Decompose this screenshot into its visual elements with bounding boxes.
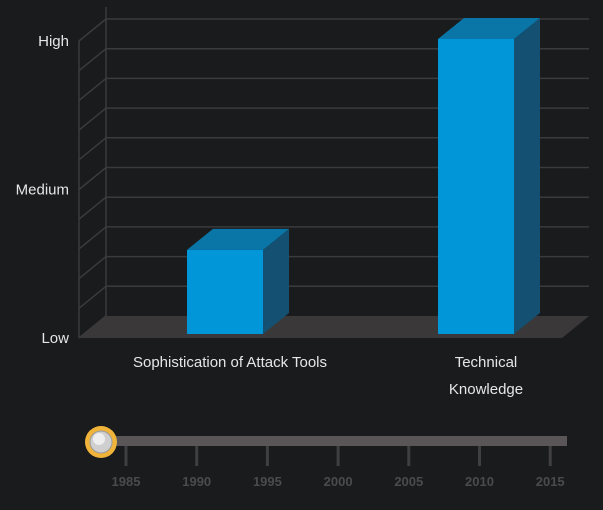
- gridline-side: [78, 256, 107, 280]
- slider-tick-label: 2005: [394, 474, 423, 489]
- bar-side: [263, 228, 289, 334]
- slider-tick-label: 2000: [324, 474, 353, 489]
- gridline-side: [78, 107, 107, 131]
- x-tick-label: Knowledge: [449, 381, 523, 398]
- slider-track[interactable]: [103, 436, 567, 446]
- gridline-side: [78, 77, 107, 101]
- gridline-side: [78, 137, 107, 161]
- bar-2: [438, 17, 540, 334]
- gridline-side: [78, 18, 107, 42]
- bars: [187, 17, 540, 334]
- bar-front: [187, 249, 263, 334]
- bar-top: [187, 228, 289, 250]
- gridline-side: [78, 166, 107, 191]
- y-axis-labels: Low Medium High: [16, 33, 70, 347]
- bar-front: [438, 38, 514, 334]
- x-tick-label: Sophistication of Attack Tools: [133, 354, 327, 371]
- y-tick-label: Low: [41, 330, 69, 347]
- y-tick-label: Medium: [16, 182, 69, 199]
- bar-top: [438, 17, 540, 39]
- x-tick-label: Technical: [455, 354, 518, 371]
- y-tick-label: High: [38, 33, 69, 50]
- gridline-side: [78, 48, 107, 72]
- x-axis-labels: Sophistication of Attack Tools Technical K…: [133, 354, 523, 398]
- slider-knob-highlight: [93, 433, 105, 445]
- slider-tick-label: 2010: [465, 474, 494, 489]
- gridline-side: [78, 226, 107, 250]
- slider-tick-label: 2015: [536, 474, 565, 489]
- gridline-side: [78, 285, 107, 309]
- gridline-side: [78, 196, 107, 220]
- bar-side: [514, 17, 540, 334]
- slider-tick-label: 1990: [182, 474, 211, 489]
- slider-tick-label: 1985: [112, 474, 141, 489]
- timeline-slider[interactable]: 1985 1990 1995 2000 2005 2010 2015: [85, 426, 567, 489]
- bar-1: [187, 228, 289, 334]
- slider-tick-label: 1995: [253, 474, 282, 489]
